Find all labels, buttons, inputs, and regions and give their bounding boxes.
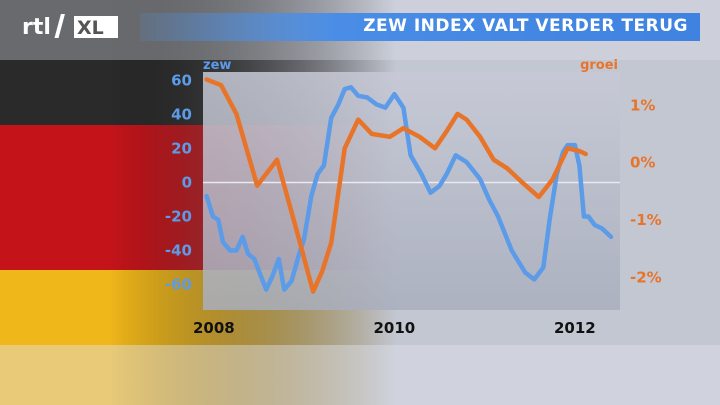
x-tick-label: 2010 [373,319,415,337]
left-tick-label: 60 [171,72,192,90]
right-tick-label: -1% [630,211,662,229]
rtl-xl-logo: rtl XL [22,10,122,42]
right-tick-label: 1% [630,96,655,114]
groei-series-line [204,77,588,294]
x-tick-label: 2012 [554,319,596,337]
left-tick-label: 20 [171,140,192,158]
left-tick-label: 40 [171,106,192,124]
left-tick-label: -40 [165,242,192,260]
zew-series-label: zew [203,58,231,73]
left-tick-label: 0 [182,174,192,192]
zew-series-line [204,85,614,292]
svg-text:XL: XL [77,17,104,39]
left-tick-label: -60 [165,276,192,294]
chart-title: ZEW INDEX VALT VERDER TERUG [363,16,688,36]
left-tick-label: -20 [165,208,192,226]
svg-text:rtl: rtl [22,15,51,40]
title-bar: ZEW INDEX VALT VERDER TERUG [140,13,700,41]
groei-series-label: groei [580,58,618,73]
right-tick-label: 0% [630,154,655,172]
x-tick-label: 2008 [193,319,235,337]
right-tick-label: -2% [630,268,662,286]
